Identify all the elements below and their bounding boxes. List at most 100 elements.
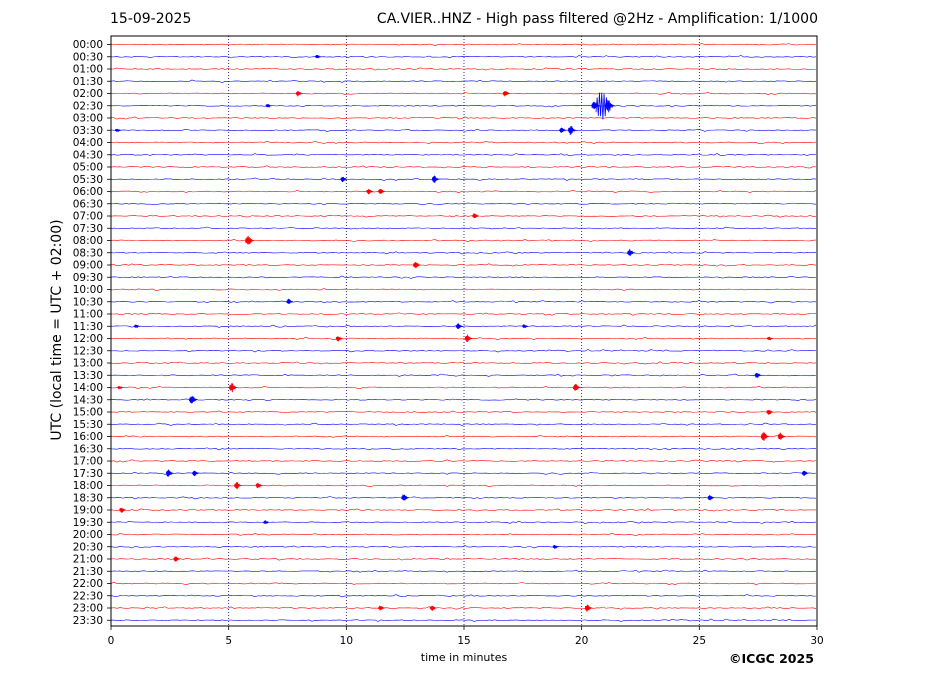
trace-1600: [110, 434, 817, 438]
trace-0100: [110, 67, 817, 71]
x-gridlines: [228, 36, 700, 626]
seismic-event: [295, 91, 303, 97]
date-label: 15-09-2025: [110, 11, 192, 27]
y-tick-label: 19:30: [73, 517, 103, 529]
seismic-event: [627, 248, 635, 257]
y-tick-label: 03:30: [73, 125, 103, 137]
trace-2230: [110, 594, 817, 598]
trace-0200: [110, 91, 817, 96]
trace-0600: [110, 190, 817, 194]
trace-0900: [110, 263, 817, 267]
seismic-event: [173, 556, 181, 562]
y-tick-label: 22:30: [73, 590, 103, 602]
seismic-event: [165, 469, 174, 478]
y-tick-label: 09:00: [73, 260, 103, 272]
seismic-event: [431, 175, 440, 183]
trace-0300: [110, 116, 817, 120]
y-tick-label: 07:30: [73, 223, 103, 235]
seismic-event: [760, 432, 770, 441]
y-tick-label: 21:00: [73, 554, 103, 566]
y-tick-label: 23:30: [73, 615, 103, 627]
y-tick-label: 00:30: [73, 51, 103, 63]
trace-lines: [110, 43, 817, 622]
y-tick-label: 18:30: [73, 492, 103, 504]
y-tick-label: 20:00: [73, 529, 103, 541]
y-tick-label: 15:30: [73, 419, 103, 431]
trace-1300: [110, 361, 817, 365]
y-tick-label: 16:30: [73, 443, 103, 455]
trace-1130: [110, 324, 817, 328]
trace-0500: [110, 165, 817, 169]
y-tick-label: 01:30: [73, 76, 103, 88]
seismic-event: [192, 470, 199, 477]
seismic-event: [133, 324, 140, 329]
trace-0000: [110, 43, 817, 47]
trace-0530: [110, 177, 817, 181]
y-tick-label: 10:00: [73, 284, 103, 296]
y-tick-label: 01:00: [73, 64, 103, 76]
seismic-event: [314, 55, 321, 59]
trace-2000: [110, 532, 817, 536]
seismic-event: [286, 298, 294, 304]
seismic-event: [472, 213, 480, 219]
trace-1330: [110, 373, 817, 377]
trace-1400: [110, 385, 817, 390]
trace-0730: [110, 226, 817, 230]
trace-1830: [110, 496, 817, 500]
y-tick-label: 12:00: [73, 333, 103, 345]
seismic-event: [335, 336, 343, 342]
trace-0830: [110, 251, 817, 255]
seismic-event: [429, 605, 437, 611]
event-marks: [114, 55, 809, 612]
trace-1630: [110, 447, 817, 451]
seismic-event: [340, 177, 348, 183]
y-tick-label: 11:00: [73, 309, 103, 321]
y-tick-label: 14:30: [73, 394, 103, 406]
seismic-event: [572, 383, 581, 391]
seismic-event: [117, 386, 124, 390]
seismic-event: [766, 336, 773, 341]
seismic-event: [263, 520, 270, 525]
trace-0430: [110, 153, 817, 157]
seismic-event: [245, 235, 255, 245]
chart-title: CA.VIER..HNZ - High pass filtered @2Hz -…: [376, 11, 818, 27]
seismic-event: [455, 323, 463, 330]
y-tick-label: 02:30: [73, 100, 103, 112]
seismic-event: [234, 482, 242, 490]
trace-0930: [110, 275, 817, 279]
y-tick-label: 12:30: [73, 345, 103, 357]
y-tick-label: 22:00: [73, 578, 103, 590]
seismic-event: [255, 482, 263, 488]
trace-0230: [110, 104, 817, 108]
trace-2200: [110, 581, 817, 586]
y-tick-label: 15:00: [73, 407, 103, 419]
seismic-event: [766, 410, 774, 415]
y-tick-label: 16:00: [73, 431, 103, 443]
seismic-event: [522, 324, 529, 329]
trace-2130: [110, 569, 817, 573]
trace-1700: [110, 459, 817, 463]
trace-0130: [110, 79, 817, 83]
trace-2330: [110, 618, 817, 622]
seismic-event: [502, 90, 510, 97]
trace-1000: [110, 288, 817, 292]
y-tick-label: 06:30: [73, 198, 103, 210]
y-tick-label: 08:30: [73, 247, 103, 259]
copyright-label: ©ICGC 2025: [729, 651, 814, 666]
trace-1930: [110, 520, 817, 524]
y-tick-label: 23:00: [73, 603, 103, 615]
seismic-event: [401, 494, 409, 501]
seismic-event: [228, 382, 238, 393]
seismic-event: [777, 432, 786, 440]
y-tick-label: 13:00: [73, 358, 103, 370]
y-tick-label: 17:00: [73, 456, 103, 468]
x-tick-labels: 0 5 10 15 20 25 30: [108, 626, 824, 647]
y-tick-label: 04:30: [73, 149, 103, 161]
seismic-event: [567, 126, 577, 135]
x-axis-label: time in minutes: [420, 651, 508, 664]
y-tick-label: 05:00: [73, 162, 103, 174]
y-tick-label: 03:00: [73, 113, 103, 125]
trace-1500: [110, 410, 817, 414]
trace-2100: [110, 557, 817, 561]
